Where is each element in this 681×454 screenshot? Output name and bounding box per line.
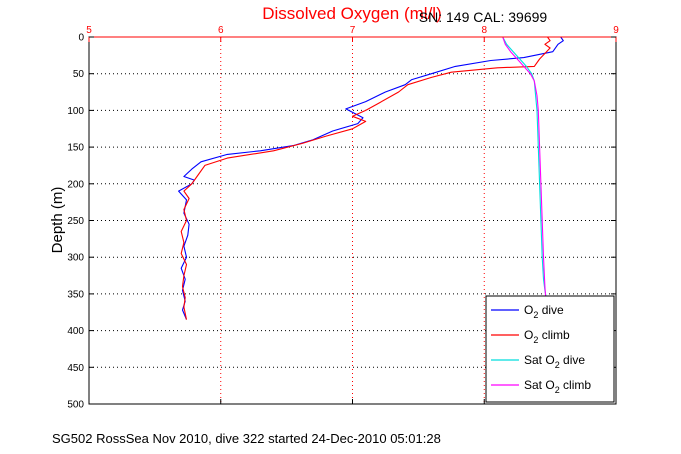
series-line-o2-dive xyxy=(178,36,564,320)
dive-info-footer: SG502 RossSea Nov 2010, dive 322 started… xyxy=(52,431,441,446)
y-axis-ticks: 0 50 100 150 200 250 300 350 400 450 500 xyxy=(67,33,616,411)
y-tick-label: 200 xyxy=(67,179,84,190)
x-tick-label: 7 xyxy=(350,25,356,36)
series-line-sat-o2-dive xyxy=(502,36,547,305)
data-series xyxy=(178,36,564,320)
legend-label-sat-o2-climb: Sat O2 climb xyxy=(524,378,591,395)
x-axis-ticks: 5 6 7 8 9 xyxy=(86,25,619,404)
x-tick-label: 8 xyxy=(481,25,487,36)
x-tick-label: 5 xyxy=(86,25,92,36)
y-tick-label: 0 xyxy=(78,33,84,44)
legend-box xyxy=(485,295,615,403)
serial-annotation: SN: 149 CAL: 39699 xyxy=(419,9,548,25)
x-tick-label: 9 xyxy=(613,25,619,36)
series-line-sat-o2-climb xyxy=(502,36,547,305)
y-tick-label: 250 xyxy=(67,216,84,227)
legend: O2 dive O2 climb Sat O2 dive Sat O2 climb xyxy=(485,295,615,403)
y-tick-label: 100 xyxy=(67,106,84,117)
y-tick-label: 400 xyxy=(67,326,84,337)
y-tick-label: 50 xyxy=(73,69,85,80)
y-tick-label: 450 xyxy=(67,363,84,374)
y-tick-label: 500 xyxy=(67,400,84,411)
legend-label-o2-climb: O2 climb xyxy=(524,328,570,345)
chart-title: Dissolved Oxygen (ml/l) xyxy=(262,4,442,23)
y-tick-label: 300 xyxy=(67,253,84,264)
y-tick-label: 150 xyxy=(67,143,84,154)
legend-label-o2-dive: O2 dive xyxy=(524,303,564,320)
y-axis-label: Depth (m) xyxy=(49,187,66,254)
series-line-o2-climb xyxy=(180,36,551,320)
y-tick-label: 350 xyxy=(67,289,84,300)
legend-label-sat-o2-dive: Sat O2 dive xyxy=(524,353,585,370)
x-tick-label: 6 xyxy=(218,25,224,36)
